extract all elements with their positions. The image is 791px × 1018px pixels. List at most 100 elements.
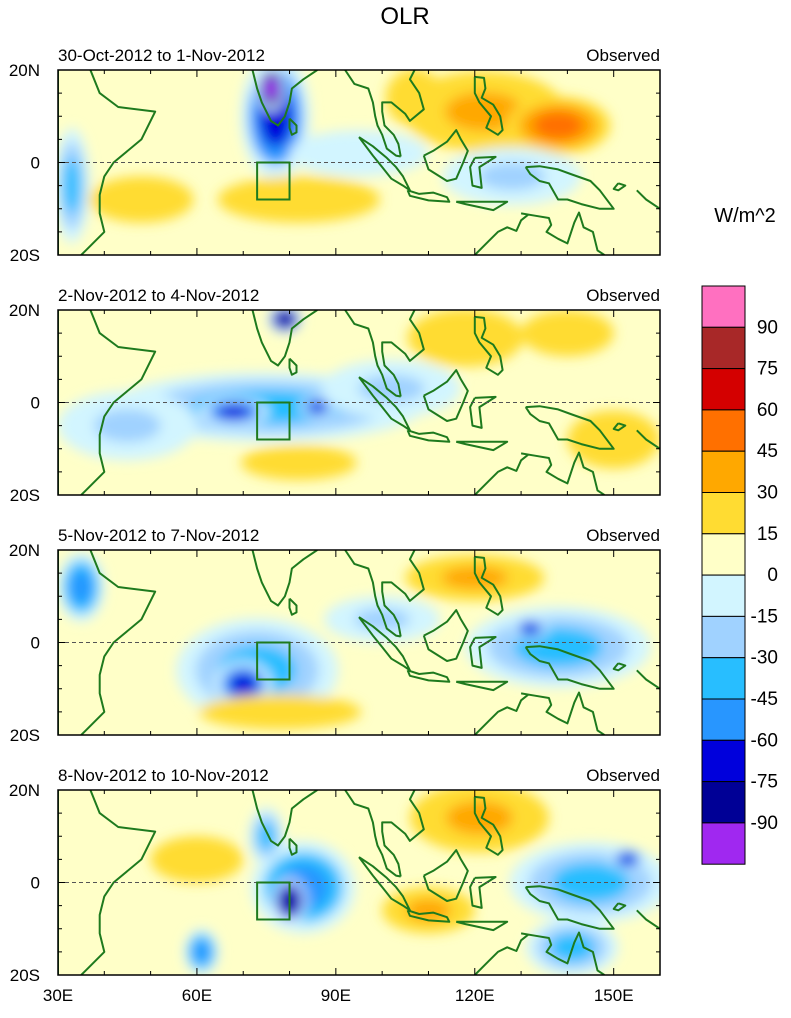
anomaly-field bbox=[58, 552, 651, 730]
y-tick-label: 0 bbox=[31, 874, 40, 893]
coastline-10 bbox=[469, 395, 497, 429]
colorbar-swatch bbox=[701, 326, 746, 370]
anomaly-3-level-3 bbox=[308, 401, 326, 413]
coastline-3 bbox=[251, 70, 318, 127]
y-tick-label: 20N bbox=[9, 301, 40, 320]
colorbar-label: -60 bbox=[751, 730, 778, 751]
anomaly-7-level-3 bbox=[241, 703, 320, 721]
anomaly-9-level-3 bbox=[478, 162, 546, 191]
coastline-13 bbox=[520, 691, 605, 735]
coastlines bbox=[58, 550, 660, 735]
y-tick-label: 0 bbox=[31, 394, 40, 413]
colorbar-label: -30 bbox=[751, 648, 778, 669]
coastline-17 bbox=[636, 189, 660, 210]
coastline-6 bbox=[381, 550, 425, 637]
coastline-10 bbox=[469, 636, 497, 669]
y-tick-label: 20N bbox=[9, 61, 40, 80]
x-tick-label: 60E bbox=[182, 986, 212, 1005]
region-box bbox=[256, 881, 291, 921]
coastline-11 bbox=[473, 795, 504, 856]
colorbar-label: 0 bbox=[767, 565, 778, 586]
coastline-8 bbox=[406, 909, 451, 923]
colorbar-label: 60 bbox=[757, 400, 778, 421]
anomaly-8-level-3 bbox=[354, 608, 410, 631]
coastline-12 bbox=[524, 405, 615, 450]
coastline-10 bbox=[469, 155, 497, 189]
coastline-17 bbox=[636, 669, 660, 690]
y-tick-label: 20S bbox=[10, 246, 40, 265]
colorbar-label: 15 bbox=[757, 524, 778, 545]
colorbar-swatch bbox=[701, 409, 746, 452]
y-tick-label: 20S bbox=[10, 966, 40, 985]
anomaly-3-level-3 bbox=[445, 92, 523, 132]
coastline-17 bbox=[636, 429, 660, 450]
anomaly-2-level-3 bbox=[229, 673, 258, 696]
x-tick-label: 90E bbox=[321, 986, 351, 1005]
panel-3: 20N 0 20S 5-Nov-2012 to 7-Nov-2012 Observed bbox=[9, 526, 661, 745]
anomaly-3-level-3 bbox=[193, 940, 210, 963]
colorbar-swatch bbox=[701, 615, 746, 659]
coastline-4 bbox=[288, 597, 298, 616]
coastline-11 bbox=[473, 555, 504, 616]
coastline-5 bbox=[344, 310, 401, 398]
anomaly-6-level-3 bbox=[174, 848, 220, 871]
y-tick-label: 0 bbox=[31, 154, 40, 173]
coastline-5 bbox=[344, 70, 401, 158]
colorbar-swatch bbox=[701, 533, 746, 576]
coastline-3 bbox=[251, 790, 318, 847]
anomaly-4-level-3 bbox=[276, 312, 294, 327]
anomaly-4-level-3 bbox=[522, 623, 539, 635]
anomaly-9-level-3 bbox=[94, 408, 161, 443]
coastline-15 bbox=[455, 680, 509, 692]
anomaly-6-level-3 bbox=[437, 323, 494, 352]
chart-title: OLR bbox=[380, 3, 429, 30]
anomaly-6-level-3 bbox=[259, 188, 338, 211]
coastline-4 bbox=[288, 357, 298, 376]
coastline-8 bbox=[406, 429, 451, 443]
anomaly-2-level-3 bbox=[217, 404, 251, 419]
coastlines bbox=[58, 70, 660, 255]
panel-period: 5-Nov-2012 to 7-Nov-2012 bbox=[58, 526, 259, 545]
panel-period: 30-Oct-2012 to 1-Nov-2012 bbox=[58, 46, 265, 65]
coastline-9 bbox=[422, 129, 469, 182]
colorbar-label: 30 bbox=[757, 483, 778, 504]
colorbar-swatch bbox=[701, 368, 746, 411]
x-tick-label: 150E bbox=[594, 986, 634, 1005]
colorbar-swatch bbox=[701, 657, 746, 700]
coastline-14 bbox=[474, 694, 529, 735]
y-tick-label: 0 bbox=[31, 634, 40, 653]
anomaly-5-level-3 bbox=[358, 374, 425, 403]
colorbar-unit: W/m^2 bbox=[714, 205, 776, 227]
panel-tag: Observed bbox=[586, 286, 660, 305]
coastline-8 bbox=[406, 669, 451, 683]
coastline-14 bbox=[474, 934, 529, 975]
anomaly-7-level-3 bbox=[406, 899, 451, 922]
anomaly-2-level-3 bbox=[264, 77, 278, 100]
colorbar-swatch bbox=[701, 698, 746, 741]
coastline-3 bbox=[251, 310, 318, 367]
colorbar-swatch bbox=[701, 450, 746, 494]
anomaly-4-level-3 bbox=[258, 822, 275, 851]
coastline-11 bbox=[473, 75, 504, 136]
coastline-3 bbox=[251, 550, 318, 607]
anomaly-field bbox=[150, 790, 660, 975]
region-box bbox=[256, 641, 291, 681]
coastline-5 bbox=[344, 790, 401, 878]
coastline-13 bbox=[520, 211, 605, 255]
panel-tag: Observed bbox=[586, 766, 660, 785]
x-tick-label: 120E bbox=[455, 986, 495, 1005]
panel-tag: Observed bbox=[586, 46, 660, 65]
coastline-13 bbox=[520, 931, 605, 975]
colorbar-label: -90 bbox=[751, 813, 778, 834]
coastline-11 bbox=[473, 315, 504, 376]
panel-tag: Observed bbox=[586, 526, 660, 545]
y-tick-label: 20S bbox=[10, 726, 40, 745]
region-box bbox=[256, 401, 291, 441]
colorbar-swatch bbox=[701, 492, 746, 535]
x-tick-label: 30E bbox=[43, 986, 73, 1005]
coastline-9 bbox=[422, 849, 469, 902]
colorbar-label: -15 bbox=[751, 606, 778, 627]
coastline-9 bbox=[422, 369, 469, 422]
region-box bbox=[256, 161, 291, 201]
colorbar-swatch bbox=[701, 739, 746, 783]
